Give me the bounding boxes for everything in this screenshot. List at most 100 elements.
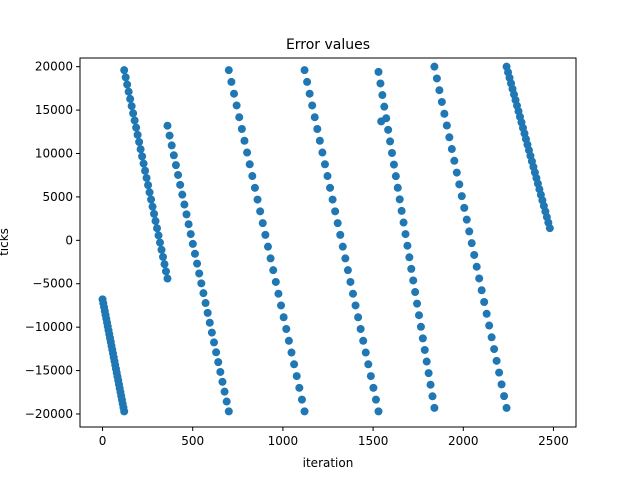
data-point	[318, 148, 327, 157]
y-axis-label: ticks	[0, 228, 11, 256]
data-point	[214, 358, 223, 367]
y-tick-label: 15000	[35, 103, 73, 117]
data-point	[227, 77, 236, 86]
data-point	[477, 286, 486, 295]
data-point	[156, 238, 165, 247]
data-point	[300, 66, 309, 75]
data-point	[274, 289, 283, 298]
data-point	[193, 259, 202, 268]
data-point	[475, 274, 484, 283]
data-point	[356, 325, 365, 334]
data-point	[129, 109, 138, 118]
data-point	[292, 372, 301, 381]
data-point	[224, 407, 233, 416]
data-point	[169, 151, 178, 160]
data-point	[497, 380, 506, 389]
data-point	[397, 206, 406, 215]
y-tick-label: 10000	[35, 147, 73, 161]
data-point	[253, 195, 262, 204]
data-point	[409, 276, 418, 285]
data-point	[462, 215, 471, 224]
data-point	[452, 168, 461, 177]
data-point	[287, 348, 296, 357]
data-point	[407, 264, 416, 273]
data-point	[295, 383, 304, 392]
data-point	[376, 79, 385, 88]
data-point	[154, 231, 163, 240]
data-point	[445, 133, 454, 142]
data-point	[447, 145, 456, 154]
data-point	[361, 348, 370, 357]
data-point	[148, 202, 157, 211]
data-point	[271, 277, 280, 286]
data-point	[139, 159, 148, 168]
data-point	[359, 336, 368, 345]
data-point	[401, 230, 410, 239]
data-point	[240, 136, 249, 145]
data-point	[374, 67, 383, 76]
data-point	[237, 124, 246, 133]
data-point	[393, 183, 402, 192]
data-point	[150, 209, 159, 218]
y-axis-ticks: −20000 −15000 −10000 −5000 0 5000 10000 15000 20…	[25, 60, 80, 421]
x-axis-label: iteration	[303, 456, 354, 470]
data-point	[320, 160, 329, 169]
y-tick-label: 20000	[35, 60, 73, 74]
data-point	[142, 173, 151, 182]
data-point	[297, 395, 306, 404]
y-tick-label: 5000	[42, 190, 73, 204]
data-point	[300, 407, 309, 416]
data-point	[305, 89, 314, 98]
data-point	[457, 192, 466, 201]
data-point	[144, 181, 153, 190]
data-point	[391, 172, 400, 181]
data-point	[369, 383, 378, 392]
data-point	[197, 279, 206, 288]
data-point	[180, 200, 189, 209]
data-point	[346, 277, 355, 286]
data-point	[455, 180, 464, 189]
data-point	[176, 180, 185, 189]
data-point	[313, 124, 322, 133]
data-point	[485, 321, 494, 330]
data-point	[218, 377, 227, 386]
data-point	[432, 74, 441, 83]
data-point	[186, 230, 195, 239]
data-point	[467, 239, 476, 248]
data-point	[284, 336, 293, 345]
data-point	[224, 66, 233, 75]
data-point	[336, 230, 345, 239]
data-point	[442, 121, 451, 130]
data-point	[338, 242, 347, 251]
data-point	[435, 86, 444, 95]
data-point	[220, 387, 229, 396]
data-point	[212, 348, 221, 357]
plot-frame	[79, 57, 577, 428]
data-point	[430, 62, 439, 71]
data-point	[124, 87, 133, 96]
data-point	[151, 217, 160, 226]
data-point	[248, 172, 257, 181]
data-point	[190, 249, 199, 258]
data-point	[184, 220, 193, 229]
data-point	[188, 239, 197, 248]
data-point	[386, 137, 395, 146]
data-point	[416, 322, 425, 331]
x-tick-label: 0	[99, 434, 107, 448]
chart-title: Error values	[286, 37, 370, 53]
data-point	[403, 241, 412, 250]
data-point	[258, 219, 267, 228]
data-point	[545, 224, 554, 233]
data-point	[147, 195, 156, 204]
data-point	[230, 89, 239, 98]
data-point	[470, 250, 479, 259]
data-point	[472, 262, 481, 271]
data-point	[308, 101, 317, 110]
data-point	[263, 242, 272, 251]
data-point	[123, 80, 132, 89]
data-point	[487, 333, 496, 342]
data-point	[450, 156, 459, 165]
data-point	[195, 269, 204, 278]
data-point	[380, 102, 389, 111]
